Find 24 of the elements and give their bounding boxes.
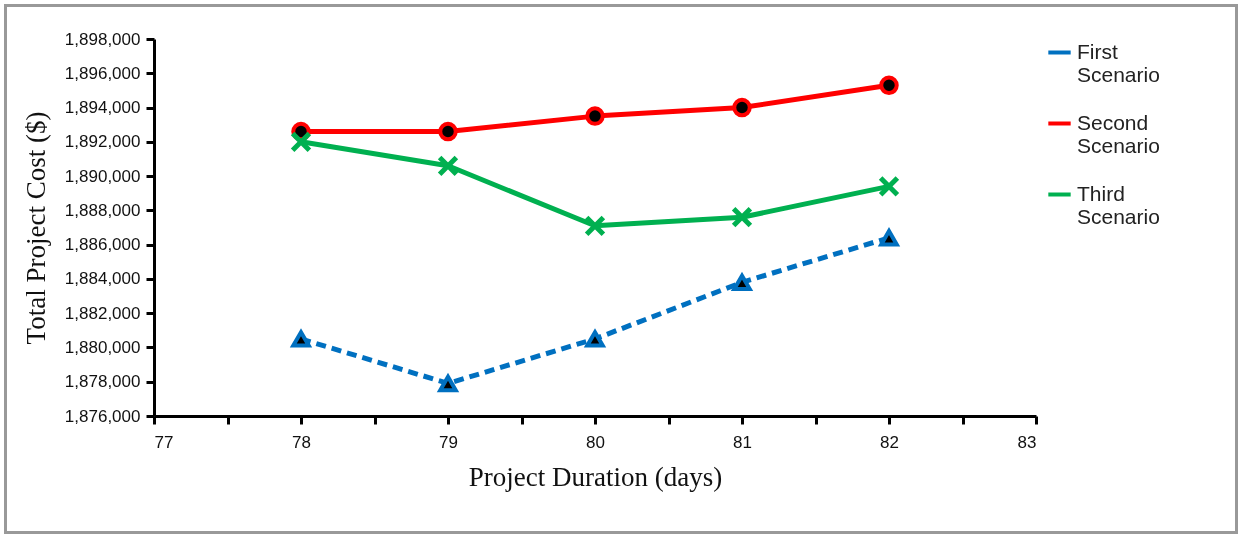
y-tick-label: 1,890,000 xyxy=(64,166,141,186)
y-tick-label: 1,898,000 xyxy=(64,29,141,49)
x-tick-label: 80 xyxy=(586,432,605,452)
y-tick-label: 1,888,000 xyxy=(64,200,141,220)
y-tick-label: 1,882,000 xyxy=(64,303,141,323)
y-axis-title: Total Project Cost ($) xyxy=(20,111,51,345)
x-tick-label: 77 xyxy=(154,432,174,452)
x-tick-label: 81 xyxy=(733,432,752,452)
y-tick-label: 1,880,000 xyxy=(64,337,141,357)
x-tick-label: 82 xyxy=(880,432,899,452)
y-tick-label: 1,896,000 xyxy=(64,63,141,83)
y-tick-label: 1,884,000 xyxy=(64,269,141,289)
x-tick-label: 83 xyxy=(1017,432,1037,452)
x-tick-label: 79 xyxy=(439,432,458,452)
y-tick-label: 1,894,000 xyxy=(64,98,141,118)
legend-label: First Scenario xyxy=(1077,39,1160,86)
y-tick-label: 1,892,000 xyxy=(64,132,141,152)
legend-label: Second Scenario xyxy=(1077,110,1160,157)
y-tick-label: 1,878,000 xyxy=(64,372,141,392)
legend-label: Third Scenario xyxy=(1077,181,1160,228)
x-axis-title: Project Duration (days) xyxy=(468,461,723,492)
x-tick-label: 78 xyxy=(292,432,311,452)
y-tick-label: 1,876,000 xyxy=(64,406,141,426)
y-tick-label: 1,886,000 xyxy=(64,235,141,255)
